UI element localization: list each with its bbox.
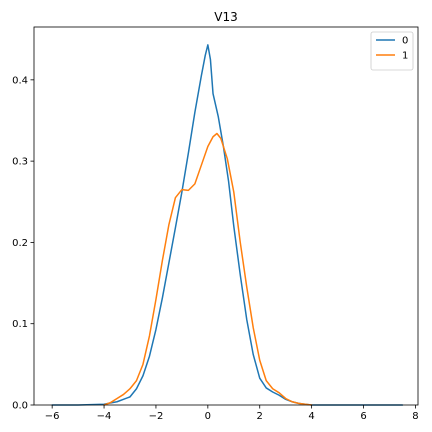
y-axis: 0.0 0.1 0.2 0.3 0.4 [12,75,34,412]
y-tick-label: 0.2 [12,238,28,249]
y-tick-label: 0.3 [12,157,28,168]
chart-title: V13 [214,10,237,24]
x-tick-label: 2 [257,411,263,422]
x-tick-label: 8 [412,411,418,422]
y-tick-label: 0.0 [12,401,28,412]
x-tick-label: 4 [308,411,314,422]
x-tick-label: −6 [45,411,60,422]
series-line-0 [51,44,404,406]
plot-lines [51,44,404,406]
legend-label-1: 1 [402,51,408,62]
plot-frame [33,26,419,406]
x-tick-label: 0 [205,411,211,422]
legend: 01 [370,31,414,71]
x-tick-label: −4 [97,411,112,422]
y-tick-label: 0.4 [12,75,28,86]
legend-label-0: 0 [402,36,408,47]
x-axis: −6 −4 −2 0 2 4 6 8 [45,405,419,422]
x-tick-label: 6 [360,411,366,422]
y-tick-label: 0.1 [12,319,28,330]
x-tick-label: −2 [149,411,164,422]
series-line-1 [103,132,313,406]
legend-box [370,31,414,71]
